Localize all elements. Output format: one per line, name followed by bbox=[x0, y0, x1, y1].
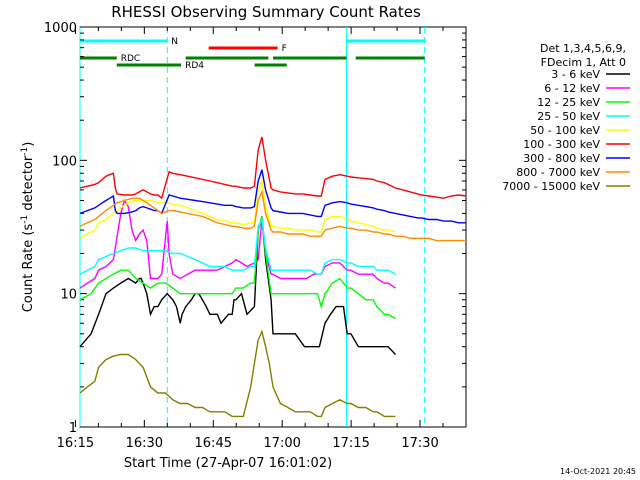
y-tick-label: 1000 bbox=[44, 21, 77, 36]
legend-label: 3 - 6 keV bbox=[551, 68, 600, 81]
ylabel-sup1: -1 bbox=[20, 215, 30, 224]
y-axis-label: Count Rate (s-1 detector-1) bbox=[20, 142, 36, 313]
series-line bbox=[79, 216, 396, 320]
flag-label: N bbox=[171, 37, 178, 47]
ylabel-part2: detector bbox=[21, 155, 36, 215]
x-tick-label: 16:15 bbox=[57, 436, 94, 451]
legend-label: 100 - 300 keV bbox=[523, 138, 600, 151]
series-line bbox=[79, 136, 467, 200]
legend-label: 300 - 800 keV bbox=[523, 152, 600, 165]
legend-label: 12 - 25 keV bbox=[537, 96, 600, 109]
ylabel-part3: ) bbox=[21, 142, 36, 147]
x-tick-label: 16:30 bbox=[126, 436, 163, 451]
flag-label: RDC bbox=[121, 54, 140, 64]
observing-flags: N F RDC RD4 bbox=[80, 37, 425, 71]
y-tick-label: 1 bbox=[69, 421, 77, 436]
series-line bbox=[79, 178, 396, 239]
legend: Det 1,3,4,5,6,9,FDecim 1, Att 03 - 6 keV… bbox=[502, 42, 630, 193]
series-line bbox=[79, 189, 466, 242]
timestamp: 14-Oct-2021 20:45 bbox=[560, 467, 636, 476]
x-tick-label: 17:15 bbox=[332, 436, 369, 451]
ylabel-part1: Count Rate (s bbox=[21, 224, 36, 313]
axes: 1 10 100 1000 16:15 16:30 16:45 17:00 17:15 17:30 bbox=[44, 21, 466, 451]
chart-title: RHESSI Observing Summary Count Rates bbox=[111, 3, 421, 21]
flag-label: RD4 bbox=[185, 61, 204, 71]
x-axis-label: Start Time (27-Apr-07 16:01:02) bbox=[124, 456, 332, 471]
series-line bbox=[79, 329, 396, 418]
legend-header: Det 1,3,4,5,6,9, bbox=[540, 42, 626, 55]
series-line bbox=[79, 217, 396, 275]
legend-label: 7000 - 15000 keV bbox=[502, 180, 600, 193]
series-line bbox=[79, 169, 466, 224]
series-line bbox=[79, 198, 396, 289]
legend-label: 50 - 100 keV bbox=[530, 124, 600, 137]
x-tick-label: 17:30 bbox=[401, 436, 438, 451]
legend-header: FDecim 1, Att 0 bbox=[541, 56, 626, 69]
ylabel-sup2: -1 bbox=[20, 147, 30, 156]
legend-label: 25 - 50 keV bbox=[537, 110, 600, 123]
x-tick-label: 17:00 bbox=[263, 436, 300, 451]
legend-label: 800 - 7000 keV bbox=[516, 166, 600, 179]
x-tick-label: 16:45 bbox=[195, 436, 232, 451]
y-tick-label: 10 bbox=[60, 288, 77, 303]
legend-label: 6 - 12 keV bbox=[544, 82, 600, 95]
series-line bbox=[79, 216, 397, 355]
flag-label: F bbox=[282, 44, 287, 54]
series-lines bbox=[79, 136, 467, 418]
y-tick-label: 100 bbox=[52, 154, 77, 169]
